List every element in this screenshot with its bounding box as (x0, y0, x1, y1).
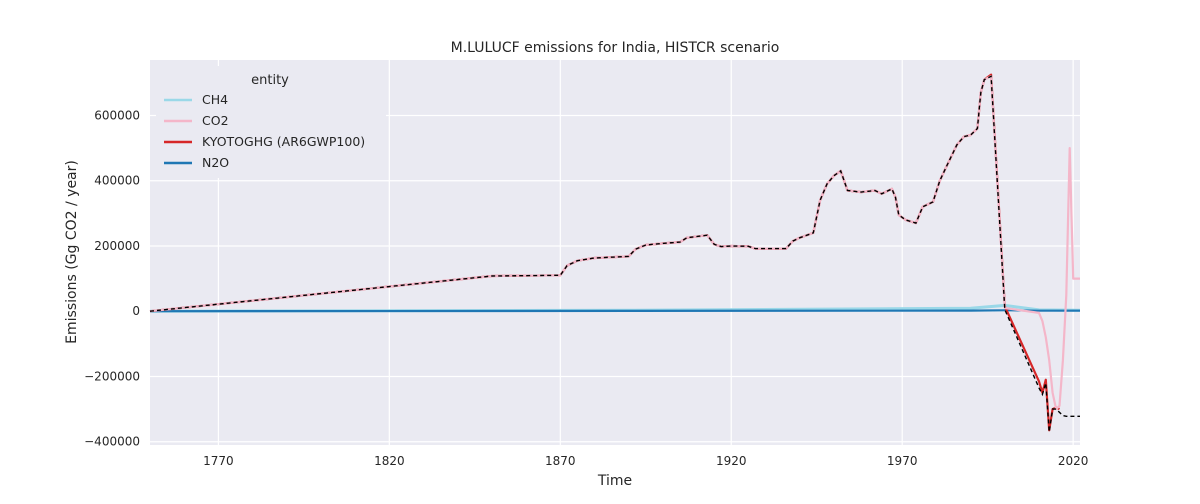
y-axis-ticks: −400000 −200000 0 200000 400000 600000 (84, 108, 140, 448)
legend-items: CH4 CO2 KYOTOGHG (AR6GWP100) N2O (164, 92, 365, 170)
y-tick-label: 0 (132, 304, 140, 318)
legend: entity CH4 CO2 KYOTOGHG (AR6GWP100) N2O (156, 66, 386, 178)
legend-label: CH4 (202, 92, 228, 107)
reference-dashed-line (149, 75, 1080, 433)
y-tick-label: −200000 (84, 369, 140, 383)
y-tick-label: 600000 (94, 108, 140, 122)
legend-label: N2O (202, 155, 229, 170)
legend-label: CO2 (202, 113, 229, 128)
y-tick-label: 400000 (94, 174, 140, 188)
y-tick-label: 200000 (94, 239, 140, 253)
series-line-n2o (149, 309, 1080, 313)
x-tick-label: 2020 (1058, 454, 1089, 468)
x-tick-label: 1920 (716, 454, 747, 468)
x-tick-label: 1970 (887, 454, 918, 468)
legend-label: KYOTOGHG (AR6GWP100) (202, 134, 365, 149)
x-tick-label: 1870 (545, 454, 576, 468)
chart-title: M.LULUCF emissions for India, HISTCR sce… (451, 40, 780, 56)
x-tick-label: 1770 (203, 454, 234, 468)
reference-line-path (149, 75, 1080, 433)
x-axis-label: Time (597, 473, 632, 489)
y-tick-label: −400000 (84, 435, 140, 449)
x-axis-ticks: 1770 1820 1870 1920 1970 2020 (203, 454, 1088, 468)
legend-title: entity (251, 73, 289, 88)
y-axis-label: Emissions (Gg CO2 / year) (64, 160, 80, 344)
legend-box (156, 66, 386, 178)
x-tick-label: 1820 (374, 454, 405, 468)
